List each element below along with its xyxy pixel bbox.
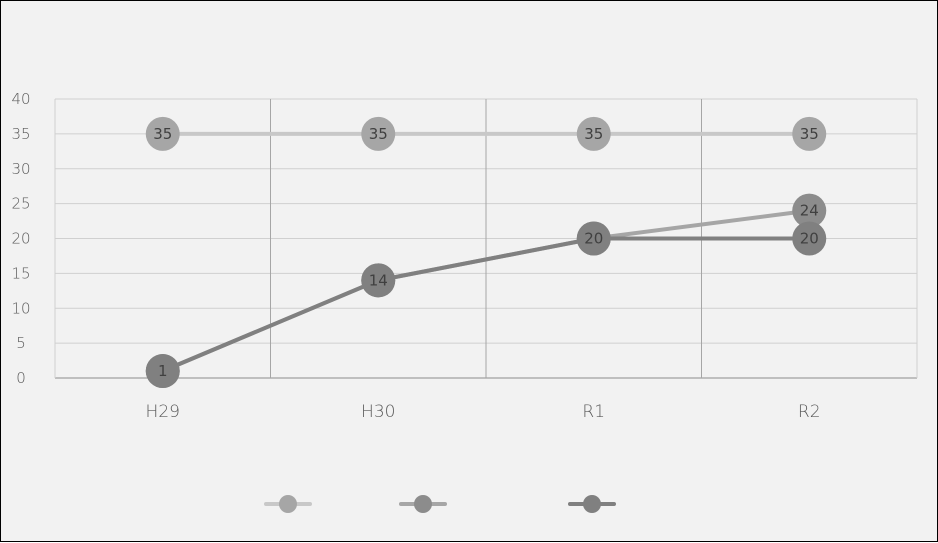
legend-item-1 bbox=[264, 495, 312, 513]
y-tick-label: 40 bbox=[11, 90, 30, 108]
series-3-line bbox=[161, 236, 810, 373]
y-tick-label: 20 bbox=[11, 230, 30, 248]
series-3-data-label: 1 bbox=[158, 362, 168, 380]
y-tick-label: 10 bbox=[11, 299, 30, 317]
series-1-data-label: 35 bbox=[153, 125, 172, 143]
series-3-data-label: 14 bbox=[369, 271, 388, 289]
series-3-data-label: 20 bbox=[800, 230, 819, 248]
series-2-point bbox=[792, 193, 827, 228]
y-tick-label: 35 bbox=[11, 125, 30, 143]
y-tick-label: 5 bbox=[16, 334, 26, 352]
y-tick-label: 15 bbox=[11, 264, 30, 282]
legend-item-3 bbox=[568, 495, 616, 513]
series-layer: 3535353511420241142020 bbox=[145, 116, 827, 389]
series-1-point bbox=[145, 116, 180, 151]
x-axis: H29 H30 R1 R2 bbox=[146, 402, 821, 422]
series-2-data-label: 24 bbox=[800, 202, 819, 220]
series-3-point bbox=[792, 221, 827, 256]
legend-marker bbox=[414, 495, 432, 513]
series-1-data-label: 35 bbox=[369, 125, 388, 143]
series-1-point bbox=[361, 116, 396, 151]
series-1-data-label: 35 bbox=[584, 125, 603, 143]
legend-marker bbox=[583, 495, 601, 513]
series-1-point bbox=[576, 116, 611, 151]
x-tick-label: R1 bbox=[582, 402, 605, 422]
legend bbox=[264, 495, 616, 513]
x-tick-label: R2 bbox=[798, 402, 821, 422]
legend-marker bbox=[279, 495, 297, 513]
legend-item-2 bbox=[399, 495, 447, 513]
y-tick-label: 25 bbox=[11, 195, 30, 213]
series-3-point bbox=[145, 354, 180, 389]
series-3-point bbox=[576, 221, 611, 256]
series-3-data-label: 20 bbox=[584, 230, 603, 248]
x-tick-label: H30 bbox=[361, 402, 395, 422]
series-1-point bbox=[792, 116, 827, 151]
y-axis: 0 5 10 15 20 25 30 35 40 bbox=[11, 90, 30, 387]
x-tick-label: H29 bbox=[146, 402, 180, 422]
y-tick-label: 30 bbox=[11, 160, 30, 178]
y-tick-label: 0 bbox=[16, 369, 26, 387]
series-1-data-label: 35 bbox=[800, 125, 819, 143]
series-3-point bbox=[361, 263, 396, 298]
